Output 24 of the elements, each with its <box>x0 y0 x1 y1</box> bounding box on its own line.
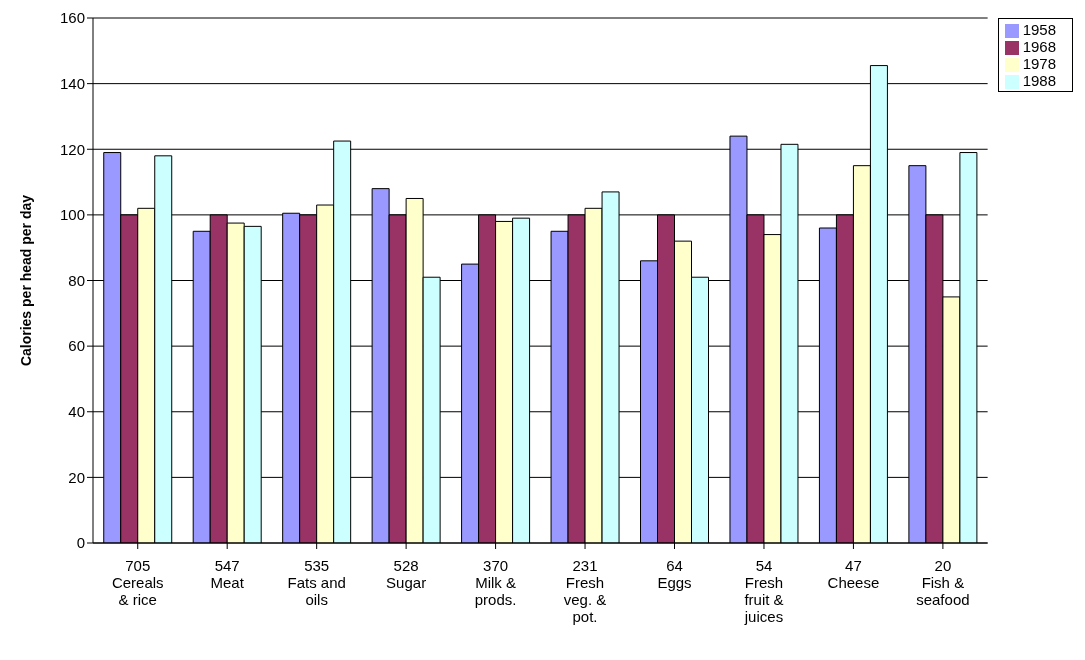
x-tick-label: 64 Eggs <box>657 557 692 591</box>
y-tick-label: 20 <box>68 468 85 486</box>
x-tick-label: 547 Meat <box>210 557 245 591</box>
y-tick-label: 120 <box>59 140 85 158</box>
legend-label: 1958 <box>1022 21 1056 38</box>
x-tick-label: 20 Fish & seafood <box>916 557 970 608</box>
x-tick-label: 231 Fresh veg. & pot. <box>563 557 607 625</box>
y-tick-label: 0 <box>76 534 85 552</box>
y-tick-label: 100 <box>59 206 85 224</box>
legend-label: 1988 <box>1022 72 1056 90</box>
x-tick-label: 47 Cheese <box>827 557 880 591</box>
y-tick-label: 140 <box>59 74 85 92</box>
legend-label: 1968 <box>1022 38 1056 56</box>
y-tick-label: 60 <box>68 337 85 355</box>
x-tick-label: 54 Fresh fruit & juices <box>743 557 784 625</box>
x-tick-label: 535 Fats and oils <box>287 557 346 608</box>
legend-label: 1978 <box>1022 55 1056 73</box>
y-tick-label: 40 <box>68 403 85 421</box>
x-tick-label: 705 Cereals & rice <box>111 557 164 608</box>
y-axis-title: Calories per head per day <box>17 194 34 367</box>
y-tick-label: 160 <box>59 9 85 27</box>
x-tick-label: 528 Sugar <box>386 557 427 591</box>
y-tick-label: 80 <box>68 271 85 289</box>
x-tick-label: 370 Milk & prods. <box>474 557 517 608</box>
